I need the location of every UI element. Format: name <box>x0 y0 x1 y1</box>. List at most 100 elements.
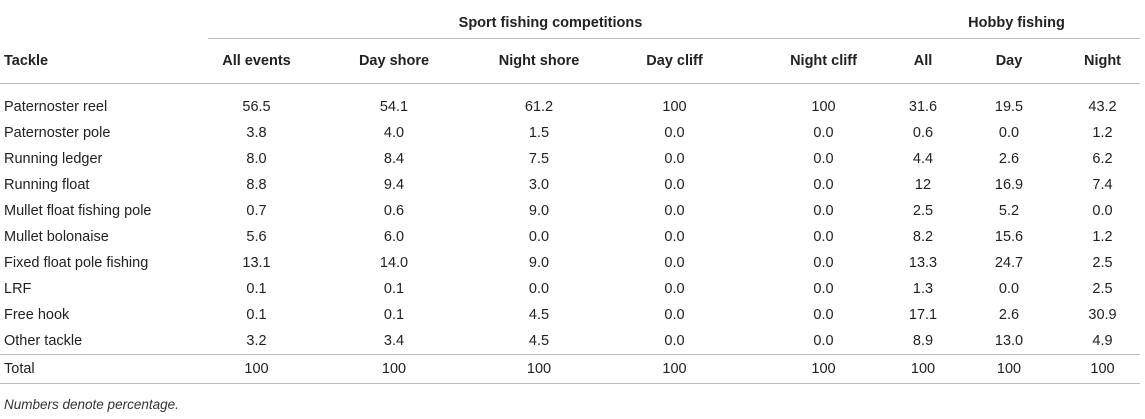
total-cell: 100 <box>595 354 754 384</box>
table-cell: 3.8 <box>246 125 267 141</box>
table-cell: 100 <box>662 99 687 115</box>
table-cell: 30.9 <box>1088 307 1117 323</box>
table-cell: 0.1 <box>246 307 267 323</box>
table-cell: 1.5 <box>528 125 550 141</box>
table-cell: 54.1 <box>379 99 409 115</box>
table-row: LRF 0.1 0.1 0.0 0.0 0.0 1.3 0.0 2.5 <box>0 276 1140 302</box>
table-cell: 100 <box>811 99 836 115</box>
column-header: All <box>893 38 953 84</box>
table-cell: 43.2 <box>1088 99 1117 115</box>
table-cell: 0.1 <box>246 281 267 297</box>
row-label: Free hook <box>4 307 70 323</box>
group-header-sport: Sport fishing competitions <box>208 8 893 39</box>
table-cell: 0.0 <box>813 307 834 323</box>
row-label: Mullet float fishing pole <box>4 203 152 219</box>
table-cell: 24.7 <box>994 255 1024 271</box>
table-row: Mullet bolonaise 5.6 6.0 0.0 0.0 0.0 8.2 15.6 1.… <box>0 224 1140 250</box>
row-label: Fixed float pole fishing <box>4 255 149 271</box>
table-row: Other tackle 3.2 3.4 4.5 0.0 0.0 8.9 13.0 4.9 <box>0 328 1140 355</box>
row-label: Running float <box>4 177 90 193</box>
table-cell: 0.0 <box>664 281 685 297</box>
table-cell: 9.4 <box>383 177 405 193</box>
row-label: LRF <box>4 281 32 297</box>
table-cell: 0.0 <box>664 307 685 323</box>
total-cell: 100 <box>754 354 893 384</box>
table-cell: 0.0 <box>528 281 550 297</box>
table-cell: 0.0 <box>664 125 685 141</box>
column-header: Night shore <box>483 38 595 84</box>
table-cell: 6.2 <box>1092 151 1113 167</box>
table-cell: 15.6 <box>994 229 1024 245</box>
table-row: Running ledger 8.0 8.4 7.5 0.0 0.0 4.4 2.6 6.2 <box>0 146 1140 172</box>
table-row: Running float 8.8 9.4 3.0 0.0 0.0 12 16.9 7.4 <box>0 172 1140 198</box>
row-label: Paternoster pole <box>4 125 111 141</box>
total-cell: 100 <box>305 354 483 384</box>
table-cell: 0.1 <box>383 307 405 323</box>
table-cell: 1.2 <box>1092 125 1113 141</box>
table-cell: 0.0 <box>664 151 685 167</box>
table-footnote: Numbers denote percentage. <box>4 397 179 412</box>
table-cell: 0.0 <box>664 255 685 271</box>
table-cell: 4.0 <box>383 125 405 141</box>
table-cell: 2.5 <box>1092 281 1113 297</box>
column-header: All events <box>208 38 305 84</box>
table-cell: 14.0 <box>379 255 409 271</box>
group-header-blank <box>0 8 208 39</box>
table-cell: 2.6 <box>998 151 1020 167</box>
table-cell: 2.5 <box>1092 255 1113 271</box>
table-cell: 2.5 <box>912 203 934 219</box>
row-label: Paternoster reel <box>4 99 108 115</box>
table-cell: 3.2 <box>246 333 267 349</box>
table-cell: 9.0 <box>528 203 550 219</box>
table-cell: 12 <box>914 177 932 193</box>
table-cell: 0.0 <box>664 229 685 245</box>
table-cell: 5.6 <box>246 229 267 245</box>
table-cell: 13.1 <box>242 255 271 271</box>
column-header: Tackle <box>0 38 208 84</box>
column-header: Day <box>953 38 1065 84</box>
table-cell: 0.0 <box>813 281 834 297</box>
table-cell: 2.6 <box>998 307 1020 323</box>
table-cell: 16.9 <box>994 177 1024 193</box>
table-cell: 6.0 <box>383 229 405 245</box>
data-table: Sport fishing competitions Hobby fishing… <box>0 8 1140 384</box>
table-cell: 61.2 <box>524 99 554 115</box>
table-cell: 0.0 <box>998 281 1020 297</box>
total-label: Total <box>0 354 208 384</box>
row-label: Mullet bolonaise <box>4 229 109 245</box>
table-cell: 0.0 <box>664 333 685 349</box>
table-cell: 0.6 <box>912 125 934 141</box>
column-header: Night <box>1065 38 1140 84</box>
table-cell: 4.9 <box>1092 333 1113 349</box>
table-cell: 8.8 <box>246 177 267 193</box>
total-row: Total 100 100 100 100 100 100 100 100 <box>0 354 1140 384</box>
table-cell: 1.2 <box>1092 229 1113 245</box>
table-cell: 0.7 <box>246 203 267 219</box>
total-cell: 100 <box>483 354 595 384</box>
table-cell: 0.0 <box>813 255 834 271</box>
table-cell: 31.6 <box>908 99 938 115</box>
table-cell: 7.4 <box>1092 177 1113 193</box>
total-cell: 100 <box>893 354 953 384</box>
table-cell: 5.2 <box>998 203 1020 219</box>
table-row: Paternoster reel 56.5 54.1 61.2 100 100 31.6 19… <box>0 84 1140 121</box>
table-cell: 0.0 <box>813 203 834 219</box>
table-cell: 0.0 <box>813 229 834 245</box>
table-cell: 0.0 <box>528 229 550 245</box>
table-cell: 0.0 <box>813 333 834 349</box>
table-row: Mullet float fishing pole 0.7 0.6 9.0 0.0 0.0… <box>0 198 1140 224</box>
group-header-hobby: Hobby fishing <box>893 8 1140 39</box>
table-cell: 0.0 <box>813 151 834 167</box>
table-cell: 0.0 <box>813 125 834 141</box>
total-cell: 100 <box>953 354 1065 384</box>
table-cell: 8.4 <box>383 151 405 167</box>
table-cell: 7.5 <box>528 151 550 167</box>
table-cell: 17.1 <box>908 307 938 323</box>
row-label: Running ledger <box>4 151 103 167</box>
table-body: Paternoster reel 56.5 54.1 61.2 100 100 31.6 19… <box>0 84 1140 384</box>
table-cell: 8.2 <box>912 229 934 245</box>
table-cell: 19.5 <box>994 99 1024 115</box>
column-header: Night cliff <box>754 38 893 84</box>
table-cell: 1.3 <box>912 281 934 297</box>
